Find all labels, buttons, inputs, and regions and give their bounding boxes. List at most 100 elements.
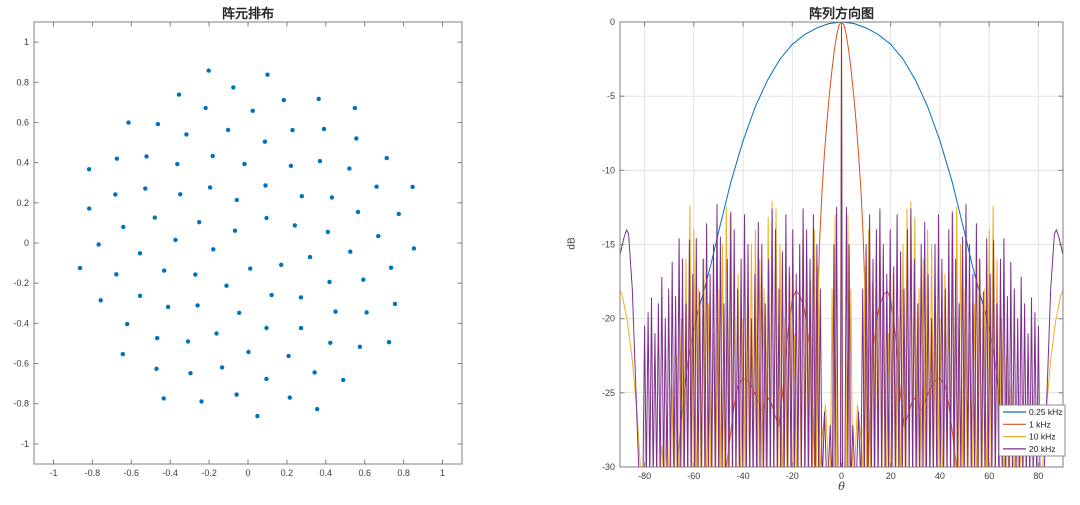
tick-labels: -1 -0.8 -0.6 -0.4 -0.2 0 0.2 0.4 0.6 0.8 1 -1 -0.8 -0… bbox=[13, 37, 445, 478]
array-element-point bbox=[86, 167, 92, 172]
array-element-point bbox=[178, 192, 183, 197]
x-tick-label: 0.4 bbox=[320, 468, 333, 478]
array-element-point bbox=[126, 120, 131, 125]
y-tick-label: 0.8 bbox=[16, 77, 29, 87]
y-tick-label: -5 bbox=[607, 91, 615, 101]
array-element-point bbox=[114, 156, 120, 161]
array-element-point bbox=[411, 246, 417, 251]
array-element-point bbox=[388, 265, 394, 270]
plot-area bbox=[620, 22, 1063, 467]
array-element-point bbox=[199, 399, 204, 404]
legend-box bbox=[998, 404, 1066, 457]
array-element-point bbox=[231, 85, 236, 90]
x-tick-label: 0 bbox=[839, 471, 844, 481]
array-element-point bbox=[352, 105, 358, 111]
array-element-point bbox=[290, 127, 295, 133]
array-element-point bbox=[195, 303, 200, 308]
array-element-point bbox=[214, 331, 219, 336]
y-tick-label: 0.4 bbox=[16, 158, 29, 168]
x-tick-label: 0.6 bbox=[358, 468, 371, 478]
x-tick-label: -0.2 bbox=[201, 468, 217, 478]
x-tick-label: -40 bbox=[737, 471, 750, 481]
y-tick-label: 1 bbox=[24, 37, 29, 47]
array-element-point bbox=[264, 215, 269, 221]
x-tick-label: 0.2 bbox=[281, 468, 294, 478]
array-element-point bbox=[299, 194, 304, 199]
array-element-point bbox=[237, 310, 242, 315]
y-tick-label: -1 bbox=[21, 439, 29, 449]
y-tick-label: -30 bbox=[602, 462, 615, 472]
legend: 0.25 kHz 1 kHz 10 kHz 20 kHz bbox=[998, 404, 1066, 457]
array-element-point bbox=[376, 233, 381, 239]
array-element-point bbox=[188, 371, 193, 376]
legend-entry-label: 10 kHz bbox=[1029, 432, 1055, 442]
array-element-point bbox=[281, 97, 286, 103]
x-tick-label: -80 bbox=[638, 471, 651, 481]
array-element-point bbox=[286, 353, 291, 359]
array-element-point bbox=[316, 96, 321, 102]
array-element-point bbox=[386, 340, 392, 345]
y-tick-label: 0 bbox=[24, 238, 29, 248]
array-element-point bbox=[307, 254, 313, 260]
array-element-point bbox=[137, 251, 143, 256]
array-element-point bbox=[232, 228, 238, 233]
array-element-point bbox=[341, 377, 346, 383]
axes bbox=[33, 21, 463, 465]
legend-entry-label: 1 kHz bbox=[1029, 419, 1051, 429]
scatter-series bbox=[77, 68, 417, 419]
array-layout-chart: -1 -0.8 -0.6 -0.4 -0.2 0 0.2 0.4 0.6 0.8 1 -1 -0.8 -0… bbox=[13, 21, 463, 478]
array-element-point bbox=[219, 365, 225, 370]
array-element-point bbox=[185, 339, 191, 344]
array-element-point bbox=[98, 298, 103, 303]
legend-entry-label: 0.25 kHz bbox=[1029, 407, 1063, 417]
array-element-point bbox=[77, 265, 83, 271]
x-tick-label: 1 bbox=[440, 468, 445, 478]
plot-area bbox=[77, 68, 417, 419]
array-element-point bbox=[165, 304, 171, 310]
x-tick-label: 60 bbox=[984, 471, 994, 481]
array-element-point bbox=[154, 366, 159, 371]
array-element-point bbox=[263, 183, 268, 188]
series-line-20-khz bbox=[620, 22, 1063, 467]
right-chart-title: 阵列方向图 bbox=[808, 6, 874, 21]
y-tick-label: -10 bbox=[602, 165, 615, 175]
y-tick-label: -20 bbox=[602, 314, 615, 324]
x-tick-label: 0.8 bbox=[397, 468, 410, 478]
array-element-point bbox=[234, 197, 239, 203]
array-element-point bbox=[173, 237, 178, 243]
array-element-point bbox=[355, 209, 361, 215]
array-element-point bbox=[264, 325, 269, 331]
y-tick-label: -15 bbox=[602, 240, 615, 250]
array-element-point bbox=[225, 127, 231, 133]
array-element-point bbox=[396, 211, 401, 217]
array-element-point bbox=[317, 158, 323, 164]
array-element-point bbox=[184, 132, 189, 137]
array-element-point bbox=[248, 266, 253, 271]
right-chart-xlabel: θ bbox=[838, 480, 845, 493]
array-element-point bbox=[329, 195, 335, 200]
array-element-point bbox=[193, 272, 198, 277]
array-element-point bbox=[250, 108, 255, 114]
array-element-point bbox=[152, 215, 157, 220]
array-element-point bbox=[96, 242, 101, 247]
y-tick-label: -0.2 bbox=[13, 278, 29, 288]
array-element-point bbox=[155, 335, 160, 341]
y-tick-label: 0.6 bbox=[16, 118, 29, 128]
array-element-point bbox=[143, 186, 148, 191]
x-tick-label: 0 bbox=[245, 468, 250, 478]
array-element-point bbox=[392, 301, 398, 307]
y-tick-label: 0 bbox=[610, 17, 615, 27]
array-element-point bbox=[321, 126, 327, 132]
y-tick-label: 0.2 bbox=[16, 198, 29, 208]
x-tick-label: -0.4 bbox=[162, 468, 178, 478]
y-tick-label: -0.6 bbox=[13, 359, 29, 369]
array-element-point bbox=[327, 279, 332, 285]
x-tick-label: -0.6 bbox=[124, 468, 140, 478]
array-element-point bbox=[175, 161, 180, 167]
array-element-point bbox=[144, 154, 149, 159]
array-element-point bbox=[288, 163, 294, 168]
array-element-point bbox=[361, 277, 366, 282]
x-tick-label: -20 bbox=[786, 471, 799, 481]
array-element-point bbox=[114, 272, 119, 277]
